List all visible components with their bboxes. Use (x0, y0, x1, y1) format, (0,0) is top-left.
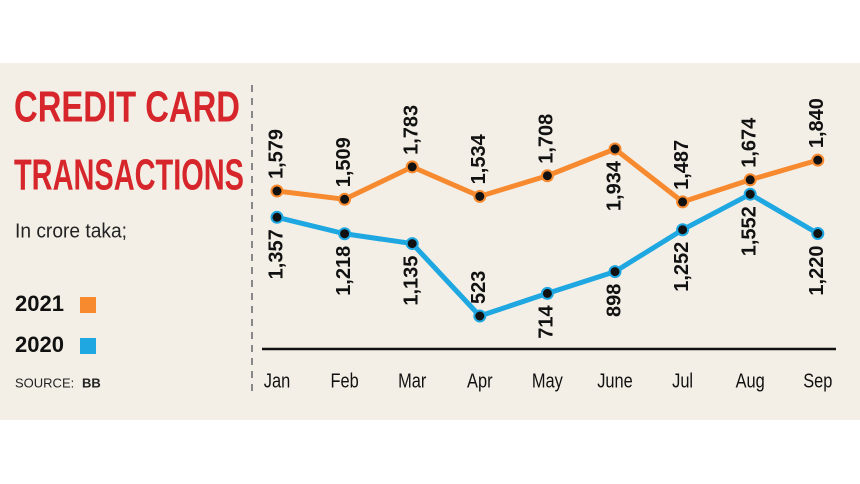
data-label: 898 (603, 284, 625, 317)
data-label: 1,487 (671, 140, 693, 190)
data-label: 1,840 (806, 98, 828, 148)
point (811, 153, 825, 167)
point (743, 173, 757, 187)
data-label: 1,252 (671, 242, 693, 292)
chart-title: CREDIT CARD (14, 83, 240, 132)
point (405, 237, 419, 251)
legend-label: 2021 (15, 291, 64, 316)
x-tick-label: Mar (398, 369, 426, 392)
data-label: 523 (468, 271, 490, 304)
point (540, 169, 554, 183)
point (405, 160, 419, 174)
x-tick-label: Sep (803, 369, 832, 392)
point (676, 223, 690, 237)
data-label: 1,674 (738, 117, 760, 168)
x-tick-label: May (532, 369, 564, 392)
x-tick-label: Feb (330, 369, 358, 392)
data-label: 1,552 (738, 206, 760, 256)
legend-swatch (80, 338, 96, 354)
data-label: 1,509 (333, 137, 355, 187)
point (676, 195, 690, 209)
legend-label: 2020 (15, 332, 64, 357)
data-label: 714 (536, 305, 558, 339)
x-tick-label: Jul (672, 369, 693, 392)
point (270, 184, 284, 198)
x-tick-label: Apr (467, 369, 493, 392)
data-label: 1,220 (806, 246, 828, 296)
data-label: 1,218 (333, 246, 355, 296)
point (743, 187, 757, 201)
point (270, 210, 284, 224)
panel (0, 63, 860, 420)
point (473, 309, 487, 323)
data-label: 1,135 (400, 256, 422, 306)
x-tick-label: June (597, 369, 633, 392)
subtitle: In crore taka; (15, 220, 127, 242)
point (608, 265, 622, 279)
data-label: 1,357 (265, 229, 287, 279)
data-label: 1,708 (536, 114, 558, 164)
source-label: SOURCE: (15, 375, 74, 390)
x-tick-label: Aug (736, 369, 765, 392)
point (473, 189, 487, 203)
data-label: 1,783 (400, 105, 422, 155)
data-label: 1,934 (603, 160, 625, 211)
point (338, 192, 352, 206)
point (338, 227, 352, 241)
data-label: 1,534 (468, 133, 490, 184)
chart-title: TRANSACTIONS (14, 151, 244, 200)
point (540, 286, 554, 300)
legend-swatch (80, 297, 96, 313)
point (608, 142, 622, 156)
point (811, 227, 825, 241)
data-label: 1,579 (265, 129, 287, 179)
x-tick-label: Jan (264, 369, 290, 392)
source: BB (82, 375, 101, 390)
